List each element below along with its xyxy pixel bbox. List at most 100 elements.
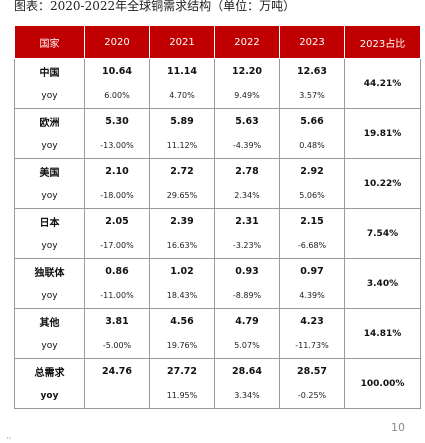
value-cell: 5.30	[84, 108, 150, 134]
value-cell: 0.93	[214, 258, 280, 284]
value-cell: 2.31	[214, 208, 280, 234]
table-row-yoy: yoy -13.00% 11.12% -4.39% 0.48%	[14, 133, 421, 159]
value-cell: 1.02	[149, 258, 215, 284]
yoy-cell: -17.00%	[84, 233, 150, 259]
header-2020: 2020	[84, 25, 150, 59]
yoy-cell: -6.68%	[279, 233, 345, 259]
yoy-cell: -11.00%	[84, 283, 150, 309]
table-row: 美国 2.10 2.72 2.78 2.92 10.22%	[14, 158, 421, 209]
value-cell: 5.66	[279, 108, 345, 134]
value-cell: 12.63	[279, 58, 345, 84]
yoy-cell: -18.00%	[84, 183, 150, 209]
value-cell: 4.56	[149, 308, 215, 334]
table-row: 总需求 24.76 27.72 28.64 28.57 100.00%	[14, 358, 421, 409]
yoy-cell: 5.06%	[279, 183, 345, 209]
row-label: 中国	[14, 58, 85, 84]
yoy-label: yoy	[14, 183, 85, 209]
share-cell: 19.81%	[344, 108, 421, 159]
yoy-cell: 16.63%	[149, 233, 215, 259]
value-cell: 2.15	[279, 208, 345, 234]
table-header-row: 国家 2020 2021 2022 2023 2023占比	[14, 25, 421, 59]
yoy-label: yoy	[14, 83, 85, 109]
yoy-cell: 18.43%	[149, 283, 215, 309]
value-cell: 12.20	[214, 58, 280, 84]
share-cell: 10.22%	[344, 158, 421, 209]
table-row-yoy: yoy -17.00% 16.63% -3.23% -6.68%	[14, 233, 421, 259]
row-label: 美国	[14, 158, 85, 184]
yoy-cell: 6.00%	[84, 83, 150, 109]
value-cell: 2.10	[84, 158, 150, 184]
value-cell: 2.05	[84, 208, 150, 234]
table-row: 独联体 0.86 1.02 0.93 0.97 3.40%	[14, 258, 421, 309]
yoy-label: yoy	[14, 333, 85, 359]
value-cell: 0.86	[84, 258, 150, 284]
value-cell: 27.72	[149, 358, 215, 384]
header-2023-share: 2023占比	[344, 25, 421, 59]
row-label: 日本	[14, 208, 85, 234]
yoy-cell: -3.23%	[214, 233, 280, 259]
row-label: 独联体	[14, 258, 85, 284]
row-label: 总需求	[14, 358, 85, 384]
page-number: 10	[391, 421, 405, 434]
yoy-cell: 19.76%	[149, 333, 215, 359]
table-row-yoy: yoy -11.00% 18.43% -8.89% 4.39%	[14, 283, 421, 309]
header-2023: 2023	[279, 25, 345, 59]
value-cell: 4.79	[214, 308, 280, 334]
row-label: 欧洲	[14, 108, 85, 134]
yoy-label: yoy	[14, 133, 85, 159]
value-cell: 0.97	[279, 258, 345, 284]
header-country: 国家	[14, 25, 85, 59]
table-row: 日本 2.05 2.39 2.31 2.15 7.54%	[14, 208, 421, 259]
value-cell: 5.89	[149, 108, 215, 134]
row-label: 其他	[14, 308, 85, 334]
page-mark: ··	[6, 434, 12, 443]
yoy-cell: -5.00%	[84, 333, 150, 359]
yoy-cell: 11.95%	[149, 383, 215, 409]
share-cell: 7.54%	[344, 208, 421, 259]
yoy-cell: -11.73%	[279, 333, 345, 359]
table-row-yoy: yoy -18.00% 29.65% 2.34% 5.06%	[14, 183, 421, 209]
yoy-cell: 29.65%	[149, 183, 215, 209]
yoy-cell: 5.07%	[214, 333, 280, 359]
table-row-yoy: yoy -5.00% 19.76% 5.07% -11.73%	[14, 333, 421, 359]
yoy-cell: -4.39%	[214, 133, 280, 159]
value-cell: 2.92	[279, 158, 345, 184]
header-2022: 2022	[214, 25, 280, 59]
value-cell: 28.57	[279, 358, 345, 384]
value-cell: 11.14	[149, 58, 215, 84]
yoy-cell: 11.12%	[149, 133, 215, 159]
header-2021: 2021	[149, 25, 215, 59]
value-cell: 4.23	[279, 308, 345, 334]
value-cell: 3.81	[84, 308, 150, 334]
share-cell: 100.00%	[344, 358, 421, 409]
yoy-cell	[84, 383, 150, 409]
yoy-cell: -0.25%	[279, 383, 345, 409]
yoy-label: yoy	[14, 283, 85, 309]
yoy-cell: 9.49%	[214, 83, 280, 109]
share-cell: 44.21%	[344, 58, 421, 109]
value-cell: 2.78	[214, 158, 280, 184]
value-cell: 10.64	[84, 58, 150, 84]
value-cell: 2.39	[149, 208, 215, 234]
yoy-cell: -13.00%	[84, 133, 150, 159]
table-row: 欧洲 5.30 5.89 5.63 5.66 19.81%	[14, 108, 421, 159]
yoy-label: yoy	[14, 383, 85, 409]
yoy-cell: 4.70%	[149, 83, 215, 109]
yoy-cell: 0.48%	[279, 133, 345, 159]
yoy-cell: 4.39%	[279, 283, 345, 309]
table-row: 其他 3.81 4.56 4.79 4.23 14.81%	[14, 308, 421, 359]
yoy-cell: -8.89%	[214, 283, 280, 309]
yoy-cell: 3.34%	[214, 383, 280, 409]
yoy-cell: 3.57%	[279, 83, 345, 109]
yoy-cell: 2.34%	[214, 183, 280, 209]
value-cell: 28.64	[214, 358, 280, 384]
share-cell: 3.40%	[344, 258, 421, 309]
table-row: 中国 10.64 11.14 12.20 12.63 44.21%	[14, 58, 421, 109]
share-cell: 14.81%	[344, 308, 421, 359]
table-caption: 图表：2020-2022年全球铜需求结构（单位：万吨）	[14, 0, 296, 13]
yoy-label: yoy	[14, 233, 85, 259]
copy-demand-table: 国家 2020 2021 2022 2023 2023占比 中国 10.64 11.…	[14, 25, 421, 409]
value-cell: 24.76	[84, 358, 150, 384]
value-cell: 5.63	[214, 108, 280, 134]
value-cell: 2.72	[149, 158, 215, 184]
